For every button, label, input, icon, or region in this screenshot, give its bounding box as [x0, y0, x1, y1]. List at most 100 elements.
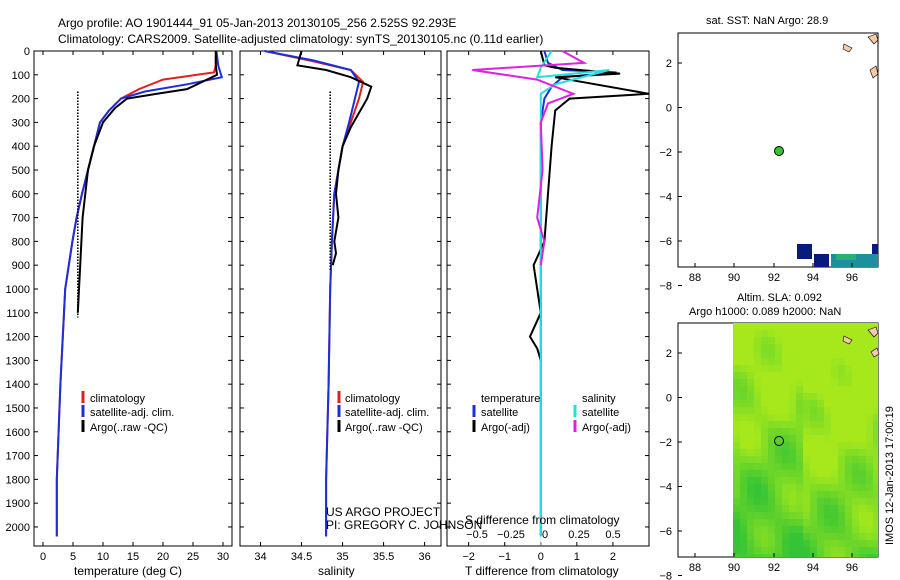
sla-cell	[740, 351, 747, 358]
sla-cell	[754, 540, 761, 547]
sla-cell	[817, 463, 824, 470]
sla-cell	[782, 470, 789, 477]
sla-cell	[859, 400, 866, 407]
sla-cell	[817, 442, 824, 449]
sla-cell	[782, 330, 789, 337]
sla-cell	[859, 323, 866, 330]
sla-cell	[747, 449, 754, 456]
sla-cell	[754, 498, 761, 505]
sla-cell	[838, 477, 845, 484]
legend-label-t-argo: Argo(-adj)	[481, 422, 530, 434]
sla-cell	[775, 421, 782, 428]
sla-cell	[838, 547, 845, 554]
sla-cell	[845, 400, 852, 407]
sla-cell	[852, 393, 859, 400]
depth-tick-label: 800	[12, 236, 30, 248]
island-shape	[867, 33, 879, 45]
sla-cell	[747, 400, 754, 407]
depth-tick-label: 700	[12, 213, 30, 225]
sla-cell	[852, 337, 859, 344]
sla-cell	[775, 484, 782, 491]
sst-map-cell	[797, 244, 812, 259]
sla-cell	[740, 323, 747, 330]
difference-legend: temperature salinity satellite Argo(-adj…	[472, 393, 631, 434]
sla-cell	[873, 428, 878, 435]
map-y-tick-label: −2	[659, 437, 672, 449]
sla-cell	[852, 540, 859, 547]
sla-cell	[817, 386, 824, 393]
sla-cell	[838, 358, 845, 365]
sla-cell	[796, 365, 803, 372]
sla-cell	[740, 414, 747, 421]
sla-cell	[859, 554, 866, 557]
sla-cell	[789, 407, 796, 414]
sla-cell	[761, 344, 768, 351]
salinity-chart: 34 34.5 35 35.5 36	[254, 50, 431, 563]
sla-cell	[845, 540, 852, 547]
temperature-xlabel: temperature (deg C)	[74, 564, 182, 578]
sla-cell	[761, 428, 768, 435]
sla-cell	[789, 393, 796, 400]
sla-cell	[838, 372, 845, 379]
sla-cell	[747, 512, 754, 519]
sla-cell	[768, 330, 775, 337]
sla-cell	[782, 526, 789, 533]
series-line-satellite	[264, 50, 361, 537]
sla-cell	[789, 323, 796, 330]
sla-cell	[775, 540, 782, 547]
sla-cell	[866, 533, 873, 540]
sla-cell	[782, 323, 789, 330]
sla-cell	[733, 449, 740, 456]
sla-cell	[754, 351, 761, 358]
sla-cell	[740, 547, 747, 554]
sla-cell	[845, 449, 852, 456]
sla-cell	[866, 547, 873, 554]
sla-cell	[740, 498, 747, 505]
sla-cell	[754, 386, 761, 393]
sla-cell	[789, 442, 796, 449]
sla-cell	[754, 442, 761, 449]
sla-cell	[859, 393, 866, 400]
sla-cell	[754, 323, 761, 330]
depth-tick-label: 1800	[6, 474, 30, 486]
depth-tick-label: 1500	[6, 403, 30, 415]
depth-tick-label: 1000	[6, 284, 30, 296]
sla-cell	[824, 526, 831, 533]
s-tick-label: 0	[542, 529, 548, 541]
sla-cell	[740, 526, 747, 533]
sla-cell	[859, 463, 866, 470]
sla-cell	[733, 484, 740, 491]
sla-cell	[810, 393, 817, 400]
depth-tick-label: 100	[12, 70, 30, 82]
sla-cell	[845, 470, 852, 477]
sla-cell	[796, 456, 803, 463]
sla-cell	[782, 463, 789, 470]
sla-cell	[768, 407, 775, 414]
legend-header-salinity: salinity	[582, 393, 616, 405]
sla-cell	[733, 379, 740, 386]
sla-cell	[831, 442, 838, 449]
sla-cell	[852, 407, 859, 414]
sla-cell	[789, 547, 796, 554]
sla-cell	[747, 414, 754, 421]
sla-cell	[859, 526, 866, 533]
sla-cell	[817, 512, 824, 519]
sla-cell	[782, 477, 789, 484]
sla-cell	[838, 330, 845, 337]
sla-cell	[810, 344, 817, 351]
sla-cell	[789, 477, 796, 484]
map-x-tick-label: 94	[807, 272, 819, 284]
sla-cell	[838, 344, 845, 351]
sla-cell	[803, 449, 810, 456]
sla-cell	[803, 442, 810, 449]
sla-cell	[866, 519, 873, 526]
depth-tick-label: 300	[12, 117, 30, 129]
sla-cell	[747, 344, 754, 351]
sla-cell	[796, 533, 803, 540]
sla-cell	[803, 491, 810, 498]
sla-cell	[852, 365, 859, 372]
sla-cell	[789, 463, 796, 470]
sla-cell	[852, 484, 859, 491]
sla-cell	[817, 337, 824, 344]
legend-label-climatology: climatology	[90, 393, 146, 405]
